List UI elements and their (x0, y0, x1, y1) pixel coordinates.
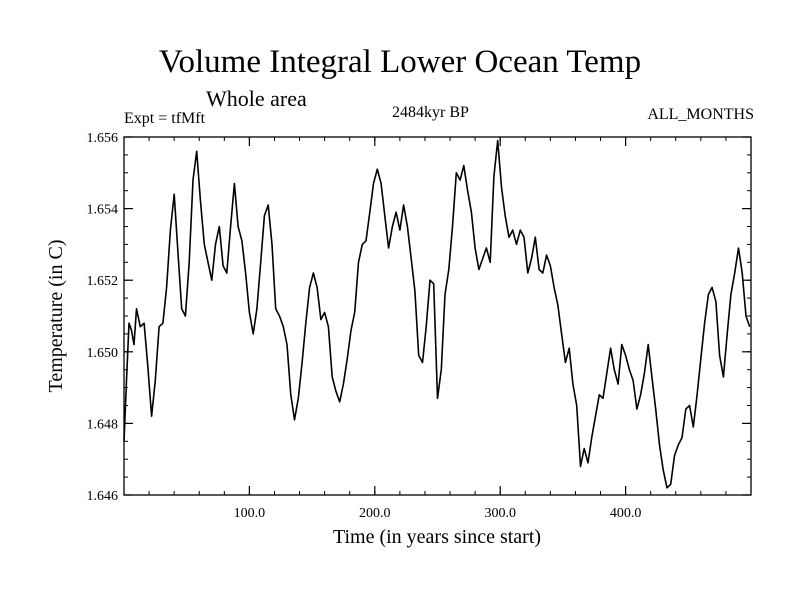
experiment-label: Expt = tfMft (124, 110, 206, 127)
y-axis-label: Temperature (in C) (45, 240, 67, 393)
months-label: ALL_MONTHS (647, 106, 754, 123)
x-axis-label: Time (in years since start) (333, 526, 541, 548)
plot-frame (123, 136, 752, 496)
y-tick-label: 1.652 (87, 274, 119, 289)
y-tick-label: 1.646 (87, 489, 119, 504)
y-tick-label: 1.650 (87, 346, 119, 361)
y-tick-label: 1.648 (87, 417, 119, 432)
x-tick-label: 100.0 (234, 506, 266, 521)
x-tick-label: 400.0 (610, 506, 642, 521)
region-label: Whole area (206, 86, 307, 111)
y-tick-label: 1.656 (87, 131, 119, 146)
period-label: 2484kyr BP (392, 104, 469, 121)
x-tick-label: 300.0 (484, 506, 516, 521)
series-line (123, 139, 751, 489)
chart-title: Volume Integral Lower Ocean Temp (158, 44, 642, 80)
x-tick-label: 200.0 (359, 506, 391, 521)
y-tick-label: 1.654 (87, 203, 119, 218)
